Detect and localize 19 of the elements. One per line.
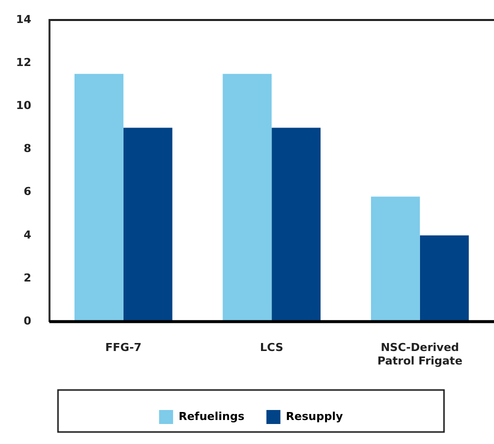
bar	[123, 128, 172, 322]
x-tick-label: LCS	[260, 341, 284, 354]
bar	[272, 128, 321, 322]
x-tick-label: FFG-7	[105, 341, 142, 354]
legend-label: Resupply	[286, 410, 343, 423]
legend-label: Refuelings	[178, 410, 245, 423]
y-tick-label: 8	[24, 142, 32, 156]
y-tick-label: 4	[24, 228, 32, 242]
y-tick-label: 2	[24, 271, 32, 284]
y-tick-label: 6	[24, 185, 32, 198]
bar	[222, 74, 272, 322]
bar	[370, 196, 420, 322]
y-tick-label: 10	[16, 99, 32, 112]
x-tick-label: NSC-Derived Patrol Frigate	[377, 341, 462, 368]
y-tick-label: 0	[24, 314, 32, 328]
y-tick-label: 14	[16, 12, 32, 26]
bar	[420, 235, 469, 322]
bar	[74, 74, 124, 322]
y-tick-label: 12	[16, 56, 32, 69]
